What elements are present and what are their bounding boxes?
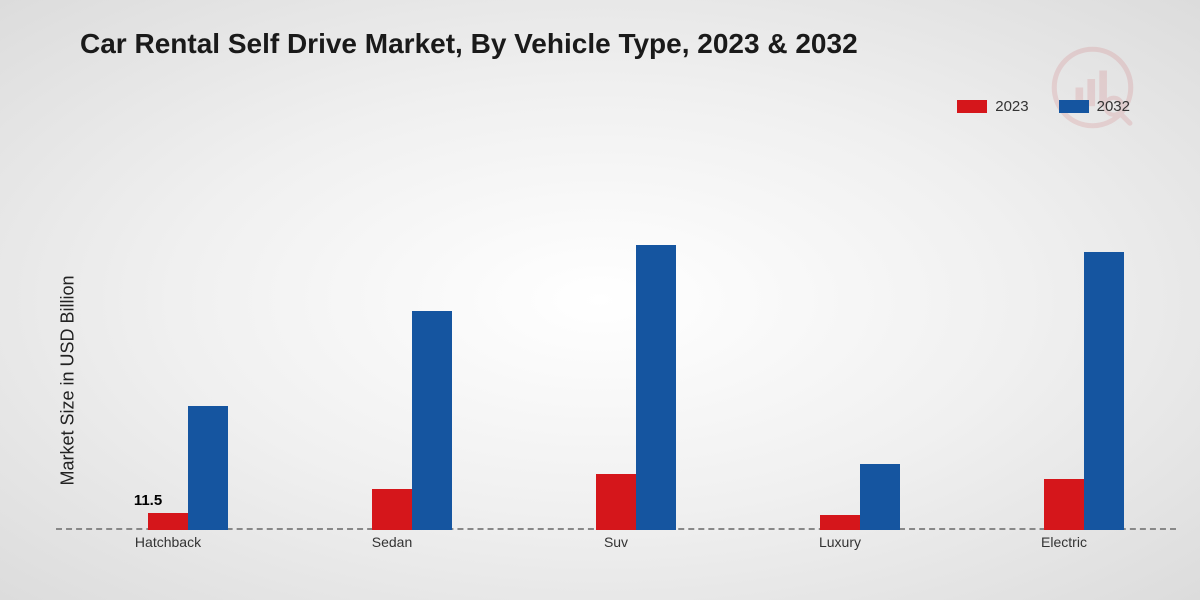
bar-group-electric: [1024, 252, 1144, 530]
bar-2023-hatchback: [148, 513, 188, 530]
legend-swatch-2032: [1059, 100, 1089, 113]
x-axis-labels: Hatchback Sedan Suv Luxury Electric: [56, 534, 1176, 558]
bar-group-suv: [576, 245, 696, 530]
plot-area: 11.5: [56, 150, 1176, 530]
xlabel-luxury: Luxury: [819, 534, 861, 550]
legend-label-2023: 2023: [995, 98, 1028, 115]
xlabel-electric: Electric: [1041, 534, 1087, 550]
bar-group-hatchback: 11.5: [128, 406, 248, 530]
bar-2032-suv: [636, 245, 676, 530]
xlabel-suv: Suv: [604, 534, 628, 550]
bar-2023-sedan: [372, 489, 412, 530]
bar-value-label: 11.5: [118, 492, 178, 509]
legend-item-2023: 2023: [957, 98, 1028, 115]
legend-label-2032: 2032: [1097, 98, 1130, 115]
bar-2023-suv: [596, 474, 636, 530]
xlabel-hatchback: Hatchback: [135, 534, 201, 550]
legend-item-2032: 2032: [1059, 98, 1130, 115]
chart-title: Car Rental Self Drive Market, By Vehicle…: [80, 28, 858, 60]
bar-2032-electric: [1084, 252, 1124, 530]
bar-2023-luxury: [820, 515, 860, 530]
bar-2023-electric: [1044, 479, 1084, 530]
legend-swatch-2023: [957, 100, 987, 113]
xlabel-sedan: Sedan: [372, 534, 412, 550]
bar-2032-hatchback: [188, 406, 228, 530]
bar-2032-sedan: [412, 311, 452, 530]
legend: 2023 2032: [957, 98, 1130, 115]
bar-group-sedan: [352, 311, 472, 530]
watermark-logo: [1050, 45, 1135, 130]
bar-2032-luxury: [860, 464, 900, 530]
bar-group-luxury: [800, 464, 920, 530]
